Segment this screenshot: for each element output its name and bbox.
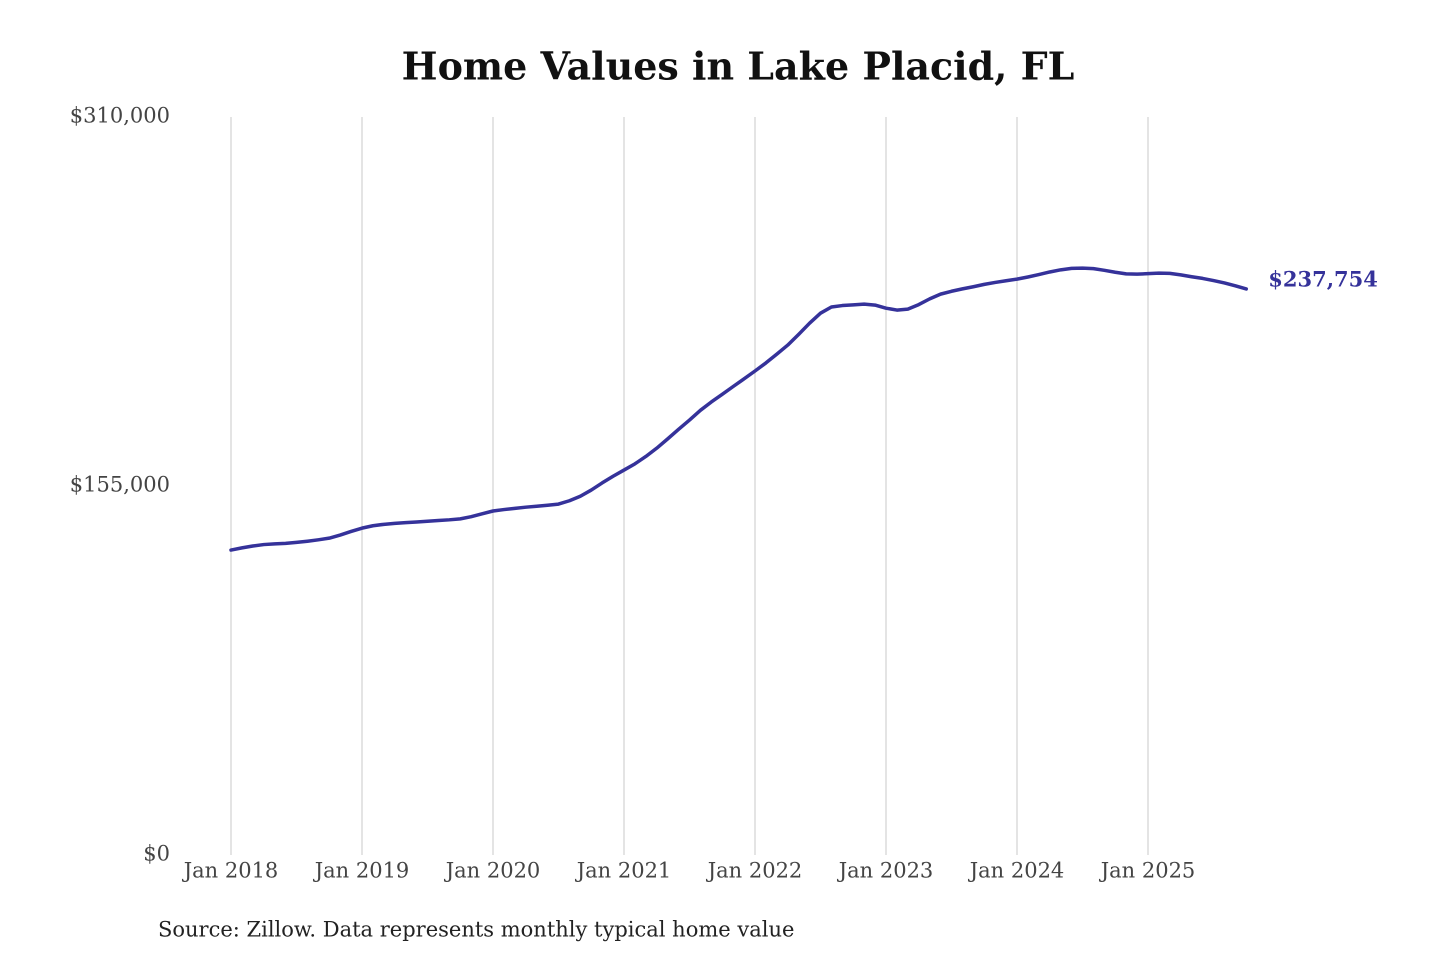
y-tick-label: $310,000 <box>70 104 170 128</box>
x-tick-label: Jan 2021 <box>575 859 672 883</box>
source-note: Source: Zillow. Data represents monthly … <box>158 918 794 942</box>
x-tick-label: Jan 2019 <box>313 859 410 883</box>
y-tick-label: $0 <box>143 842 170 866</box>
x-tick-label: Jan 2022 <box>706 859 803 883</box>
line-series <box>229 266 1248 552</box>
x-tick-label: Jan 2018 <box>182 859 279 883</box>
x-tick-label: Jan 2024 <box>968 859 1065 883</box>
value-label: $237,754 <box>1268 266 1378 291</box>
x-tick-label: Jan 2025 <box>1099 859 1196 883</box>
chart-title: Home Values in Lake Placid, FL <box>402 44 1075 89</box>
y-tick-label: $155,000 <box>70 473 170 497</box>
x-tick-label: Jan 2023 <box>837 859 934 883</box>
x-tick-label: Jan 2020 <box>444 859 541 883</box>
